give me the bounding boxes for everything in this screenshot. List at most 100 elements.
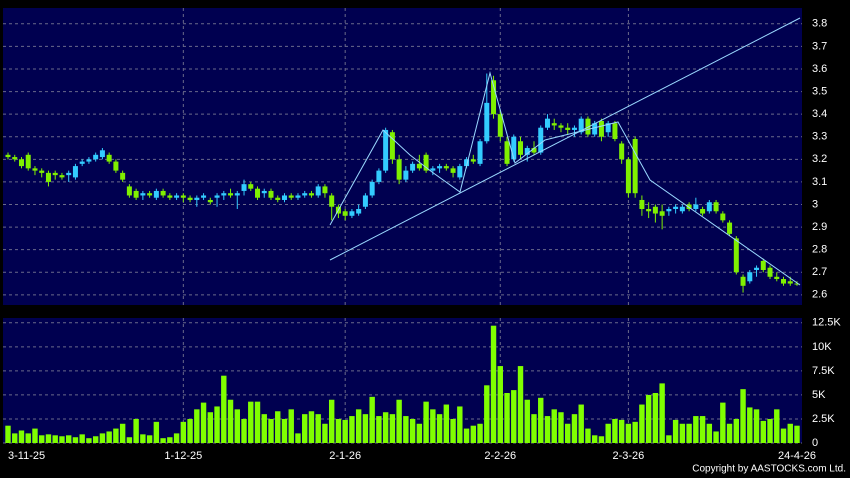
volume-bar (484, 385, 490, 443)
candle-body (201, 195, 207, 198)
candle-body (767, 267, 773, 277)
y-tick-label: 2.7 (812, 266, 827, 278)
volume-bar (652, 393, 659, 443)
volume-bar (248, 401, 254, 443)
candle-body (659, 211, 665, 216)
volume-bar (194, 409, 200, 443)
candle-body (450, 168, 456, 173)
candle-body (79, 161, 85, 164)
candle-body (464, 159, 470, 167)
volume-bar (113, 428, 119, 443)
volume-bar (747, 407, 753, 443)
candle-body (646, 209, 652, 212)
candle-body (612, 123, 618, 139)
volume-bar (578, 404, 584, 443)
candle-body (153, 190, 159, 198)
volume-bar (639, 404, 645, 443)
volume-bar (389, 414, 396, 443)
volume-bar (403, 416, 409, 443)
candle-body (308, 193, 314, 196)
y-tick-label: 3.4 (812, 108, 827, 120)
candle-body (147, 193, 153, 196)
volume-bar (167, 437, 173, 443)
volume-bar (477, 423, 483, 443)
volume-bar (470, 425, 477, 443)
candle-body (32, 168, 38, 171)
y-tick-label: 0 (812, 437, 818, 449)
volume-bar (106, 431, 112, 443)
y-tick-label: 2.6 (812, 289, 827, 301)
volume-bar (335, 418, 342, 443)
volume-bar (706, 423, 713, 443)
candle-body (423, 154, 429, 171)
volume-bar (133, 418, 139, 443)
volume-bar (92, 436, 99, 443)
volume-bar (173, 433, 180, 443)
candle-body (12, 157, 18, 160)
volume-bar (733, 418, 740, 443)
volume-bar (362, 414, 369, 443)
candle-body (565, 127, 571, 130)
candle-body (551, 123, 557, 126)
candle-body (437, 166, 443, 169)
volume-bar (760, 420, 766, 443)
candle-body (248, 184, 254, 189)
candle-body (403, 170, 409, 180)
candle-body (302, 193, 308, 196)
volume-bar (140, 434, 146, 443)
candle-body (679, 206, 685, 212)
volume-bar (72, 437, 79, 443)
candle-body (39, 170, 45, 173)
volume-bar (780, 428, 787, 443)
volume-bar (18, 430, 25, 443)
volume-bar (565, 423, 571, 443)
candle-body (106, 154, 112, 162)
candle-body (288, 195, 294, 198)
volume-bar (591, 435, 598, 443)
y-tick-label: 2.8 (812, 244, 827, 256)
volume-bar (281, 418, 288, 443)
candle-body (268, 190, 274, 198)
candle-body (700, 209, 706, 214)
candle-body (666, 209, 672, 212)
candle-body (113, 161, 119, 171)
volume-bar (126, 437, 133, 443)
candle-body (207, 199, 213, 203)
candle-body (221, 193, 227, 196)
x-tick-label: 3-11-25 (8, 450, 45, 462)
volume-bar (787, 423, 793, 443)
candle-body (228, 193, 234, 196)
candle-body (362, 195, 368, 207)
volume-bar (200, 402, 207, 443)
candle-body (140, 193, 146, 196)
volume-bar (227, 399, 234, 443)
volume-bar (180, 421, 187, 443)
candle-body (625, 159, 631, 194)
candle-body (315, 186, 321, 196)
candle-body (167, 195, 173, 198)
y-tick-label: 12.5K (812, 317, 841, 329)
y-tick-label: 3.6 (812, 63, 827, 75)
candle-body (255, 188, 261, 198)
volume-bar (79, 434, 85, 443)
candle-body (430, 168, 436, 171)
candle-body (194, 197, 200, 200)
candle-body (511, 136, 517, 160)
volume-bar (585, 428, 591, 443)
volume-bar (275, 411, 281, 443)
candle-body (754, 267, 760, 270)
volume-bar (160, 438, 166, 443)
candle-body (416, 163, 422, 169)
y-tick-label: 3.3 (812, 131, 827, 143)
candle-body (713, 202, 719, 212)
volume-bar (295, 433, 301, 443)
candle-body (747, 272, 753, 282)
y-tick-label: 3.2 (812, 153, 827, 165)
price-panel (3, 8, 802, 305)
candle-body (66, 172, 72, 176)
volume-bar (598, 436, 605, 443)
candle-body (639, 199, 645, 210)
volume-bar (396, 399, 402, 443)
candle-body (484, 102, 490, 142)
volume-bar (214, 406, 220, 443)
